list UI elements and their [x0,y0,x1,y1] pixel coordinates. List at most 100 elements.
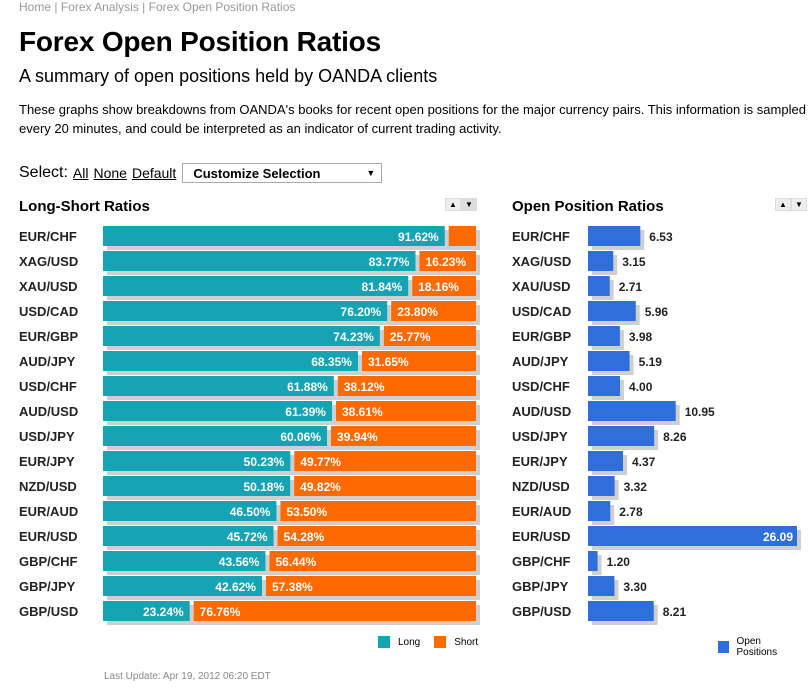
data-label-open: 2.71 [619,280,643,294]
bar-open-position [588,526,797,546]
bar-long [103,426,328,446]
data-label-long: 81.84% [362,280,403,294]
data-label-open: 3.15 [622,255,646,269]
data-label-open: 10.95 [685,405,715,419]
data-label-short: 49.77% [300,455,341,469]
category-label: GBP/JPY [19,579,76,594]
legend-label-open: Open Positions [736,636,778,658]
data-label-long: 83.77% [369,255,410,269]
data-label-open: 4.00 [629,380,653,394]
legend-label-long: Long [398,636,421,648]
long-short-chart: EUR/CHF 91.62% XAG/USD 83.77% 16.23% XAU/USD 8… [19,226,480,625]
category-label: GBP/CHF [512,554,571,569]
bar-long [103,276,409,296]
legend-item-open-positions[interactable]: Open Positions [718,636,796,658]
breadcrumb-forex-analysis[interactable]: Forex Analysis [60,0,139,14]
category-label: EUR/CHF [512,229,570,244]
bar-short [280,501,476,521]
bar-open-position [588,226,641,246]
data-label-short: 18.16% [418,280,459,294]
breadcrumb-separator: | [51,0,61,14]
last-update: Last Update: Apr 19, 2012 06:20 EDT [104,671,271,682]
select-none-link[interactable]: None [93,165,127,181]
data-label-open: 4.37 [632,455,656,469]
category-label: EUR/GBP [19,329,79,344]
data-label-long: 43.56% [219,555,260,569]
bar-long [103,551,266,571]
bar-open-position [588,601,654,621]
data-label-long: 50.23% [244,455,285,469]
data-label-short: 38.61% [342,405,383,419]
category-label: EUR/CHF [19,229,77,244]
data-label-open: 6.53 [649,230,673,244]
category-label: EUR/AUD [19,504,78,519]
data-label-long: 74.23% [333,330,374,344]
triangle-down-icon[interactable]: ▼ [461,198,477,211]
bar-long [103,401,332,421]
bar-open-position [588,326,620,346]
category-label: USD/CAD [19,304,78,319]
bar-long [103,226,445,246]
open-position-title: Open Position Ratios [512,198,664,215]
bar-short [269,551,476,571]
triangle-down-icon[interactable]: ▼ [791,198,807,211]
category-label: GBP/USD [19,604,78,619]
category-label: NZD/USD [19,479,77,494]
data-label-short: 76.76% [200,605,241,619]
data-label-open: 8.26 [663,430,687,444]
data-label-open: 3.30 [623,580,647,594]
category-label: XAG/USD [512,254,571,269]
data-label-open: 3.32 [624,480,648,494]
bar-short [361,351,476,371]
category-label: USD/CHF [19,379,77,394]
bar-long [103,326,380,346]
page-subtitle: A summary of open positions held by OAND… [19,66,438,86]
bar-open-position [588,476,615,496]
category-label: EUR/JPY [512,454,568,469]
triangle-up-icon[interactable]: ▲ [445,198,461,211]
customize-selection-dropdown[interactable]: Customize Selection ▼ [182,163,383,183]
data-label-long: 46.50% [230,505,271,519]
long-short-legend: Long Short [378,636,492,648]
triangle-up-icon[interactable]: ▲ [775,198,791,211]
data-label-open: 26.09 [763,530,793,544]
data-label-long: 45.72% [227,530,268,544]
bar-short [277,526,476,546]
data-label-short: 31.65% [368,355,409,369]
data-label-long: 61.39% [285,405,326,419]
bar-long [103,351,358,371]
data-label-short: 49.82% [300,480,341,494]
bar-open-position [588,576,615,596]
bar-open-position [588,376,621,396]
bar-long [103,376,334,396]
breadcrumb-home[interactable]: Home [19,0,52,14]
category-label: EUR/GBP [512,329,572,344]
category-label: AUD/JPY [512,354,569,369]
bar-long [103,501,277,521]
legend-swatch-short [434,636,447,648]
data-label-long: 61.88% [287,380,328,394]
long-short-title: Long-Short Ratios [19,198,150,215]
legend-item-short[interactable]: Short [434,636,478,648]
category-label: NZD/USD [512,479,570,494]
category-label: USD/JPY [512,429,568,444]
bar-long [103,576,262,596]
bar-long [103,451,291,471]
select-default-link[interactable]: Default [131,165,177,181]
bar-open-position [588,426,655,446]
bar-open-position [588,401,676,421]
breadcrumb-separator: | [138,0,149,14]
select-all-link[interactable]: All [72,165,89,181]
bar-short [193,601,477,621]
legend-item-long[interactable]: Long [378,636,420,648]
breadcrumb-current: Forex Open Position Ratios [148,0,296,14]
category-label: XAG/USD [19,254,78,269]
bar-short [383,326,476,346]
bar-open-position [588,301,636,321]
bar-short [294,451,476,471]
data-label-short: 38.12% [344,380,385,394]
category-label: USD/CHF [512,379,570,394]
bar-open-position [588,276,610,296]
data-label-long: 91.62% [398,230,439,244]
data-label-long: 23.24% [143,605,184,619]
